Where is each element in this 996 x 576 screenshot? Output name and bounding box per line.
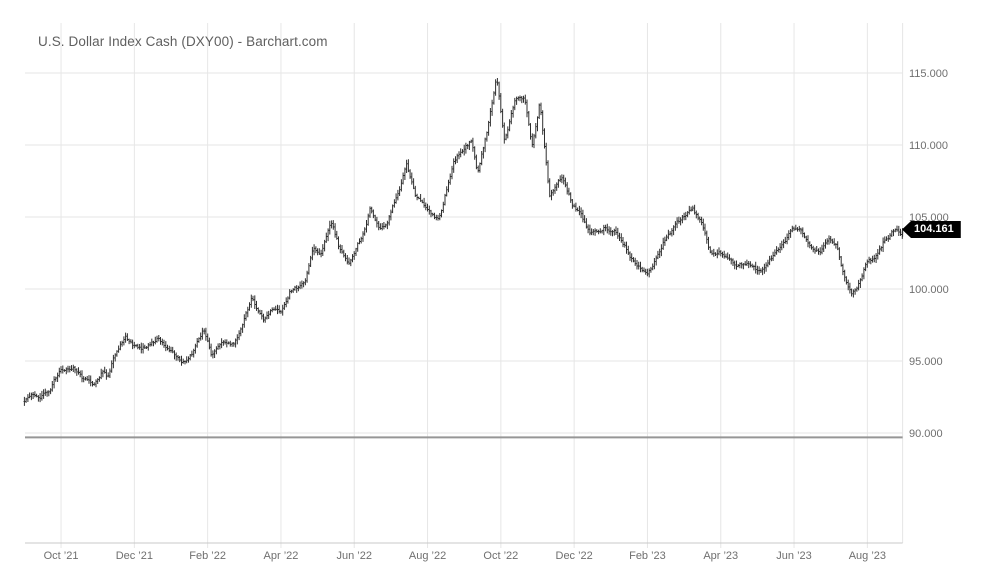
x-axis-label: Dec ’22 (556, 550, 593, 562)
x-axis-label: Feb ’22 (189, 550, 226, 562)
chart-title: U.S. Dollar Index Cash (DXY00) - Barchar… (38, 34, 328, 49)
x-axis-label: Jun ’23 (776, 550, 811, 562)
y-axis-label: 90.000 (909, 428, 943, 440)
x-axis-label: Feb ’23 (629, 550, 666, 562)
x-axis-label: Aug ’22 (409, 550, 446, 562)
last-price-value: 104.161 (914, 223, 954, 235)
ohlc-open-close-ticks (23, 81, 904, 402)
x-axis-label: Oct ’22 (483, 550, 518, 562)
ohlc-bars (23, 78, 904, 406)
x-axis-label: Apr ’23 (703, 550, 738, 562)
x-axis-label: Aug ’23 (849, 550, 886, 562)
y-axis-label: 110.000 (909, 140, 948, 152)
y-axis-label: 100.000 (909, 284, 949, 296)
x-axis-label: Dec ’21 (116, 550, 153, 562)
x-axis-label: Apr ’22 (264, 550, 299, 562)
y-axis-label: 95.000 (909, 356, 943, 368)
x-axis-label: Oct ’21 (44, 550, 79, 562)
x-axis-label: Jun ’22 (337, 550, 372, 562)
y-axis-label: 115.000 (909, 68, 948, 80)
last-price-badge: 104.161 (902, 221, 961, 238)
